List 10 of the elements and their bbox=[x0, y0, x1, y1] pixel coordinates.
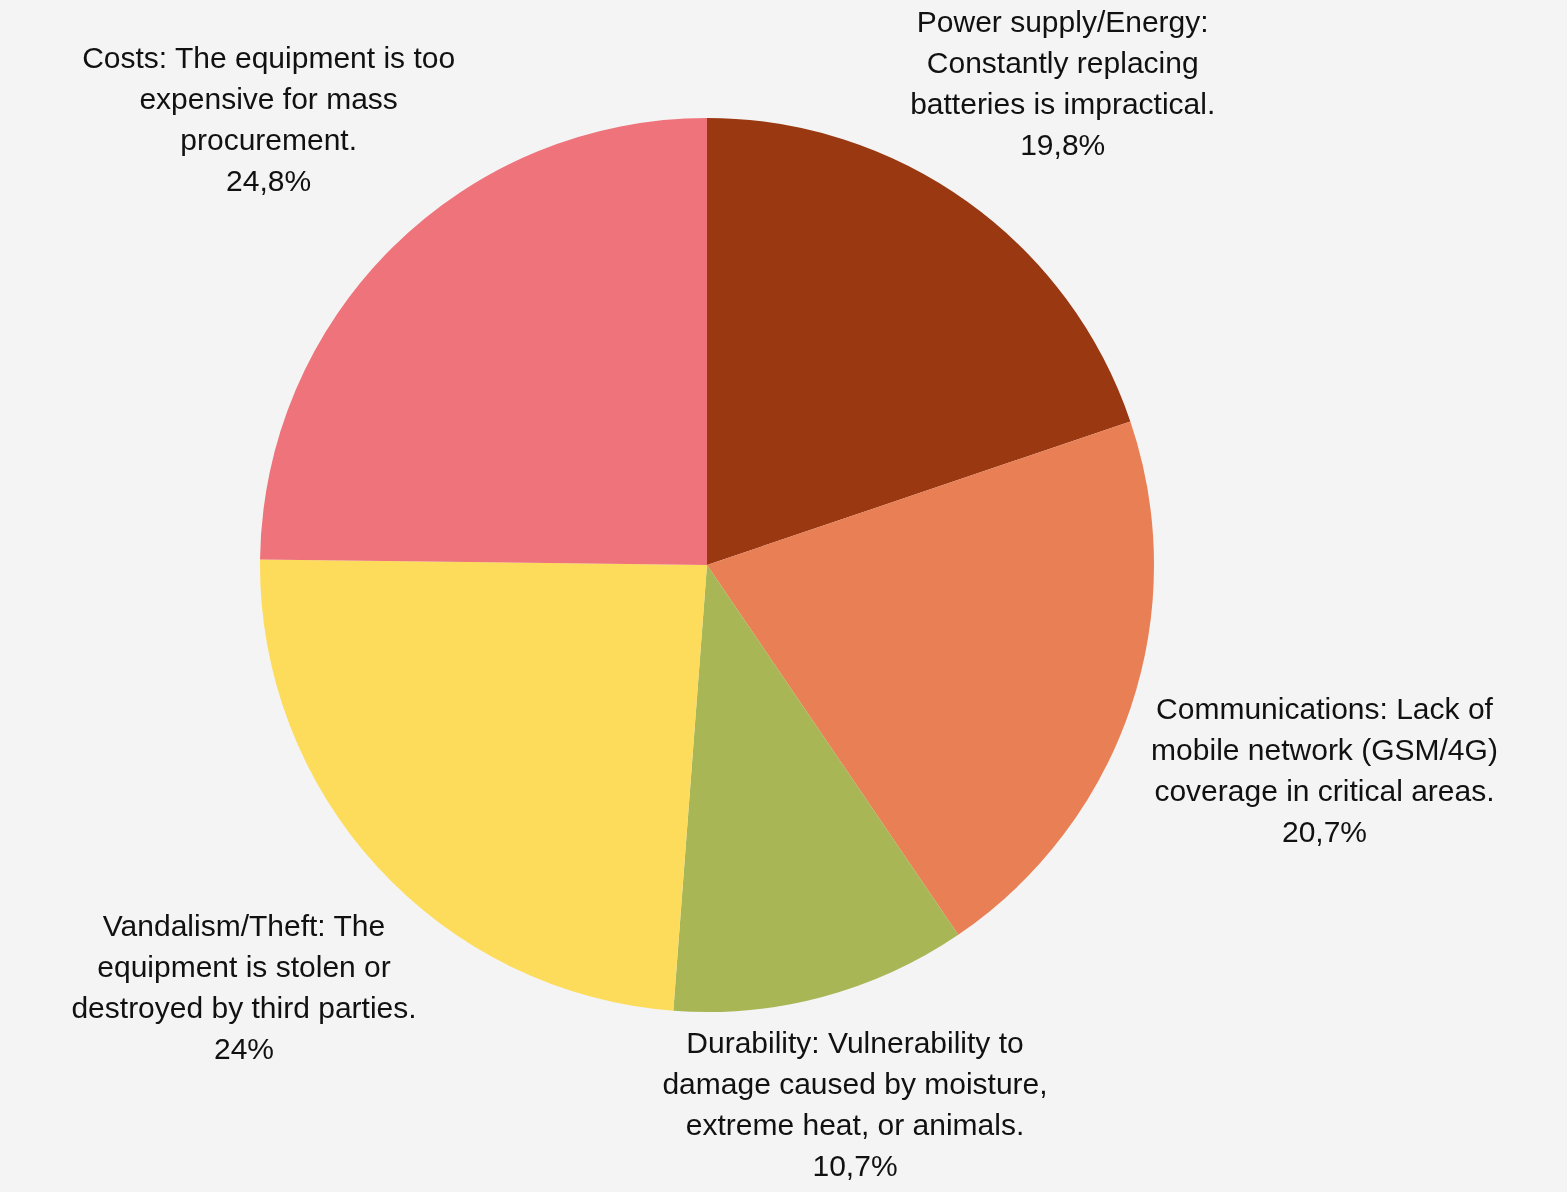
data-label: 24% bbox=[214, 1031, 275, 1065]
slice-label: Power supply/Energy: Constantly replacing batteries is impractical. bbox=[910, 5, 1216, 121]
slice-label: Vandalism/Theft: The equipment is stolen or destroyed by third parties. bbox=[71, 908, 417, 1024]
data-label: 24,8% bbox=[226, 163, 312, 197]
slice-label: Durability: Vulnerability to damage caused by moisture, extreme heat, or animals. bbox=[662, 1026, 1048, 1142]
data-label: 10,7% bbox=[812, 1149, 898, 1183]
slice-label: Communications: Lack of mobile network (GSM/4G) coverage in critical areas. bbox=[1151, 691, 1498, 807]
data-label: 19,8% bbox=[1020, 128, 1106, 162]
data-label: 20,7% bbox=[1281, 814, 1368, 848]
slice-label: Costs: The equipment is too expensive for mass procurement. bbox=[82, 40, 456, 156]
